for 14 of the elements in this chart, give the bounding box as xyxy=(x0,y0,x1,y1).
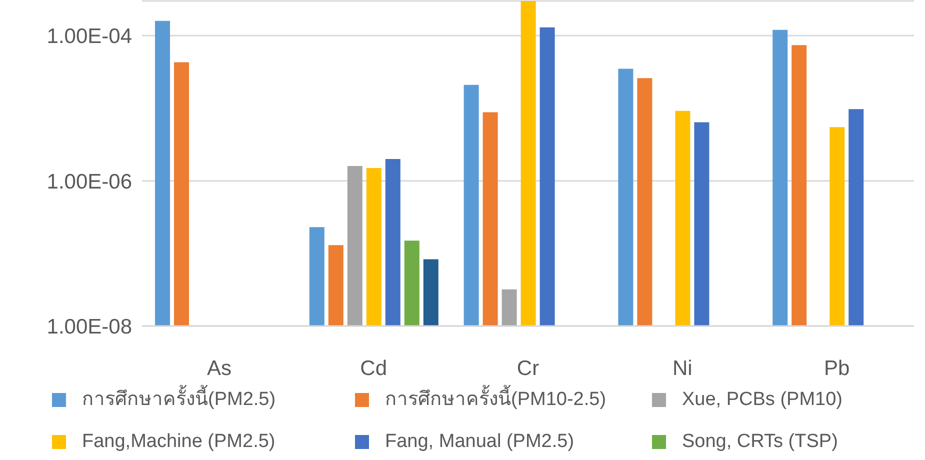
legend-label: การศึกษาครั้งนี้(PM2.5) xyxy=(82,387,276,412)
x-tick-label: Pb xyxy=(824,356,850,380)
x-tick-label: Ni xyxy=(672,356,692,380)
legend-label: Fang, Manual (PM2.5) xyxy=(385,430,574,454)
y-tick-label: 1.00E-04 xyxy=(46,25,132,48)
y-tick-label: 1.00E-06 xyxy=(46,170,132,194)
legend-label: Xue, PCBs (PM10) xyxy=(682,388,842,412)
legend-label: Song, CRTs (TSP) xyxy=(682,430,838,454)
y-tick-label: 1.00E-08 xyxy=(46,315,132,338)
x-tick-label: Cr xyxy=(516,356,540,380)
x-tick-label: As xyxy=(206,356,232,380)
x-tick-label: Cd xyxy=(360,356,388,380)
legend-label: Fang,Machine (PM2.5) xyxy=(82,430,276,454)
legend-label: การศึกษาครั้งนี้(PM10-2.5) xyxy=(385,387,606,412)
